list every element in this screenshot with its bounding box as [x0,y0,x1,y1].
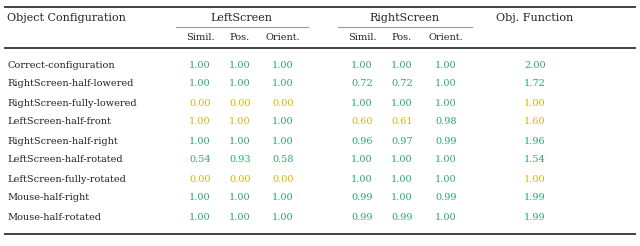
Text: Correct-configuration: Correct-configuration [7,61,115,70]
Text: Obj. Function: Obj. Function [497,13,573,23]
Text: 0.93: 0.93 [229,155,251,165]
Text: 1.00: 1.00 [272,79,294,89]
Text: Mouse-half-right: Mouse-half-right [7,194,89,202]
Text: 1.00: 1.00 [272,61,294,70]
Text: 1.00: 1.00 [391,174,413,184]
Text: 0.00: 0.00 [189,174,211,184]
Text: LeftScreen-half-front: LeftScreen-half-front [7,118,111,126]
Text: 1.96: 1.96 [524,137,546,145]
Text: 1.00: 1.00 [229,137,251,145]
Text: 0.00: 0.00 [229,174,251,184]
Text: 1.99: 1.99 [524,213,546,221]
Text: LeftScreen-half-rotated: LeftScreen-half-rotated [7,155,123,165]
Text: RightScreen-half-lowered: RightScreen-half-lowered [7,79,133,89]
Text: Simil.: Simil. [186,32,214,42]
Text: 1.00: 1.00 [189,79,211,89]
Text: 0.72: 0.72 [391,79,413,89]
Text: 1.00: 1.00 [229,118,251,126]
Text: 1.00: 1.00 [229,194,251,202]
Text: 1.54: 1.54 [524,155,546,165]
Text: 1.00: 1.00 [391,98,413,108]
Text: 1.00: 1.00 [435,155,457,165]
Text: 0.99: 0.99 [391,213,413,221]
Text: 0.00: 0.00 [272,174,294,184]
Text: 0.00: 0.00 [272,98,294,108]
Text: 2.00: 2.00 [524,61,546,70]
Text: 1.00: 1.00 [351,61,373,70]
Text: Pos.: Pos. [230,32,250,42]
Text: 0.99: 0.99 [435,137,457,145]
Text: 1.00: 1.00 [189,61,211,70]
Text: RightScreen: RightScreen [369,13,439,23]
Text: 1.00: 1.00 [435,98,457,108]
Text: 1.99: 1.99 [524,194,546,202]
Text: RightScreen-fully-lowered: RightScreen-fully-lowered [7,98,136,108]
Text: 1.00: 1.00 [435,213,457,221]
Text: 0.61: 0.61 [391,118,413,126]
Text: 0.58: 0.58 [272,155,294,165]
Text: Simil.: Simil. [348,32,376,42]
Text: 1.00: 1.00 [189,194,211,202]
Text: 1.00: 1.00 [435,79,457,89]
Text: 0.97: 0.97 [391,137,413,145]
Text: 1.00: 1.00 [272,137,294,145]
Text: Mouse-half-rotated: Mouse-half-rotated [7,213,101,221]
Text: 0.99: 0.99 [351,213,372,221]
Text: 0.96: 0.96 [351,137,372,145]
Text: 0.99: 0.99 [351,194,372,202]
Text: Object Configuration: Object Configuration [7,13,126,23]
Text: 0.00: 0.00 [189,98,211,108]
Text: 1.72: 1.72 [524,79,546,89]
Text: 1.00: 1.00 [351,174,373,184]
Text: Orient.: Orient. [429,32,463,42]
Text: 1.00: 1.00 [189,118,211,126]
Text: 0.60: 0.60 [351,118,372,126]
Text: 1.00: 1.00 [189,137,211,145]
Text: Orient.: Orient. [266,32,300,42]
Text: 0.99: 0.99 [435,194,457,202]
Text: 1.00: 1.00 [391,61,413,70]
Text: 1.00: 1.00 [351,98,373,108]
Text: 0.54: 0.54 [189,155,211,165]
Text: 1.00: 1.00 [391,155,413,165]
Text: 1.00: 1.00 [189,213,211,221]
Text: 1.00: 1.00 [229,213,251,221]
Text: 1.00: 1.00 [272,194,294,202]
Text: 1.00: 1.00 [435,61,457,70]
Text: Pos.: Pos. [392,32,412,42]
Text: 1.00: 1.00 [435,174,457,184]
Text: LeftScreen-fully-rotated: LeftScreen-fully-rotated [7,174,126,184]
Text: 0.98: 0.98 [435,118,457,126]
Text: 0.72: 0.72 [351,79,373,89]
Text: 1.00: 1.00 [524,98,546,108]
Text: 1.00: 1.00 [524,174,546,184]
Text: RightScreen-half-right: RightScreen-half-right [7,137,118,145]
Text: 1.60: 1.60 [524,118,546,126]
Text: 1.00: 1.00 [272,213,294,221]
Text: 1.00: 1.00 [351,155,373,165]
Text: 1.00: 1.00 [229,79,251,89]
Text: 0.00: 0.00 [229,98,251,108]
Text: 1.00: 1.00 [229,61,251,70]
Text: 1.00: 1.00 [272,118,294,126]
Text: 1.00: 1.00 [391,194,413,202]
Text: LeftScreen: LeftScreen [210,13,272,23]
